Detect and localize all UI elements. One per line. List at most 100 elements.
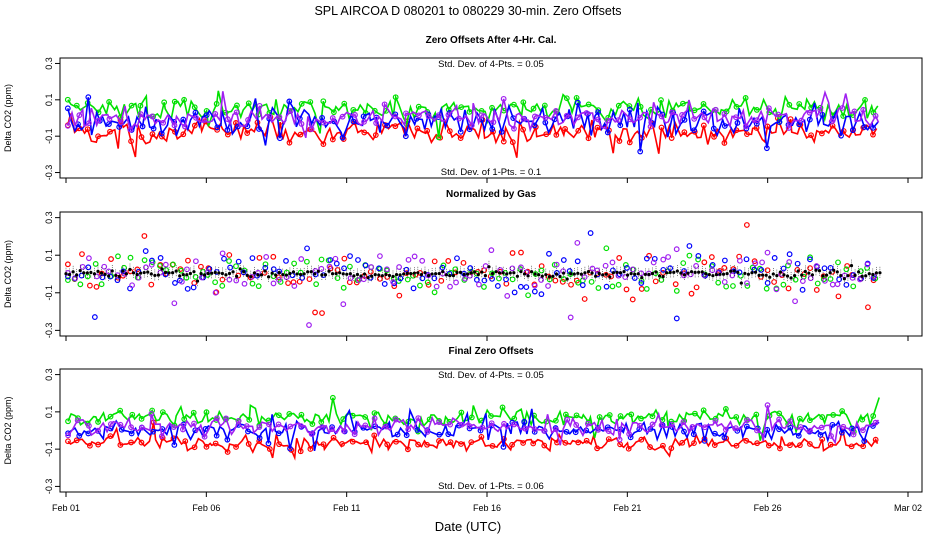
data-point [617, 122, 624, 129]
mean-point [156, 273, 161, 277]
data-point [128, 138, 134, 145]
data-point [233, 263, 239, 270]
data-point [851, 108, 858, 115]
mean-point [718, 272, 722, 276]
data-point [392, 123, 399, 130]
data-point [262, 261, 269, 268]
data-point [377, 253, 383, 260]
data-point [118, 426, 125, 433]
data-point [729, 272, 736, 279]
data-point [128, 102, 135, 109]
mean-point [846, 274, 850, 278]
mean-point [85, 271, 89, 275]
data-point [531, 426, 538, 432]
data-point [581, 274, 588, 281]
data-point [807, 417, 813, 424]
data-point [214, 415, 220, 422]
data-point [808, 132, 814, 139]
mean-point [857, 270, 861, 274]
mean-point [419, 272, 424, 277]
mean-point [522, 272, 527, 276]
mean-point [469, 271, 473, 275]
data-point [787, 116, 794, 123]
data-point [339, 441, 346, 447]
data-point [160, 119, 167, 126]
data-point [680, 100, 686, 107]
y-tick-label: -0.1 [44, 441, 54, 457]
data-point [318, 256, 325, 263]
data-point [424, 279, 431, 286]
data-point [64, 261, 71, 268]
data-point [367, 268, 374, 275]
x-tick-label: Feb 06 [192, 503, 220, 513]
data-point [764, 402, 771, 409]
data-point [602, 262, 609, 269]
data-point [363, 439, 369, 446]
mean-point [618, 271, 623, 275]
mean-point [306, 270, 310, 274]
data-point [690, 431, 697, 438]
data-point [117, 421, 124, 428]
data-point [622, 262, 629, 268]
data-point [799, 286, 806, 293]
data-point [733, 442, 740, 449]
data-point [361, 118, 367, 125]
data-point [813, 263, 820, 269]
data-point [686, 243, 693, 249]
data-point [85, 94, 92, 101]
data-point [65, 418, 71, 425]
mean-point [729, 269, 733, 273]
data-point [340, 301, 347, 308]
data-point [637, 422, 643, 429]
mean-point [199, 272, 203, 276]
data-point [148, 410, 155, 417]
mean-point [860, 274, 864, 278]
data-point [98, 281, 105, 288]
mean-point [380, 274, 384, 278]
data-point [320, 441, 327, 448]
data-point [695, 256, 702, 263]
data-point [518, 264, 524, 271]
data-point [433, 283, 440, 290]
data-point [562, 126, 568, 132]
data-point [531, 288, 538, 295]
panel-title: Zero Offsets After 4-Hr. Cal. [426, 35, 557, 46]
data-point [178, 278, 185, 285]
data-point [224, 116, 231, 123]
mean-point [92, 272, 97, 276]
data-point [743, 256, 750, 263]
data-point [297, 448, 304, 455]
data-point [128, 424, 134, 431]
data-point [373, 120, 380, 126]
data-point [84, 126, 91, 133]
data-point [191, 444, 198, 451]
data-point [150, 428, 157, 435]
data-point [320, 98, 327, 105]
data-point [436, 431, 443, 438]
data-point [431, 258, 438, 265]
mean-point [739, 281, 743, 285]
data-point [212, 289, 219, 296]
data-point [360, 113, 367, 120]
data-point [435, 112, 442, 119]
data-point [615, 272, 622, 279]
mean-point [451, 273, 456, 278]
data-point [807, 441, 813, 447]
data-point [447, 283, 453, 290]
data-point [458, 421, 465, 428]
data-point [384, 441, 391, 448]
data-point [721, 434, 728, 441]
data-point [861, 124, 868, 130]
mean-point [121, 269, 125, 273]
data-point [546, 250, 552, 257]
data-point [733, 414, 740, 420]
data-point [870, 413, 877, 419]
mean-point [601, 273, 605, 277]
data-point [575, 279, 582, 286]
plot-frame [59, 57, 923, 179]
mean-point [398, 273, 402, 277]
data-point [521, 418, 528, 425]
data-point [445, 431, 452, 438]
data-point [233, 277, 240, 284]
data-point [828, 433, 834, 439]
